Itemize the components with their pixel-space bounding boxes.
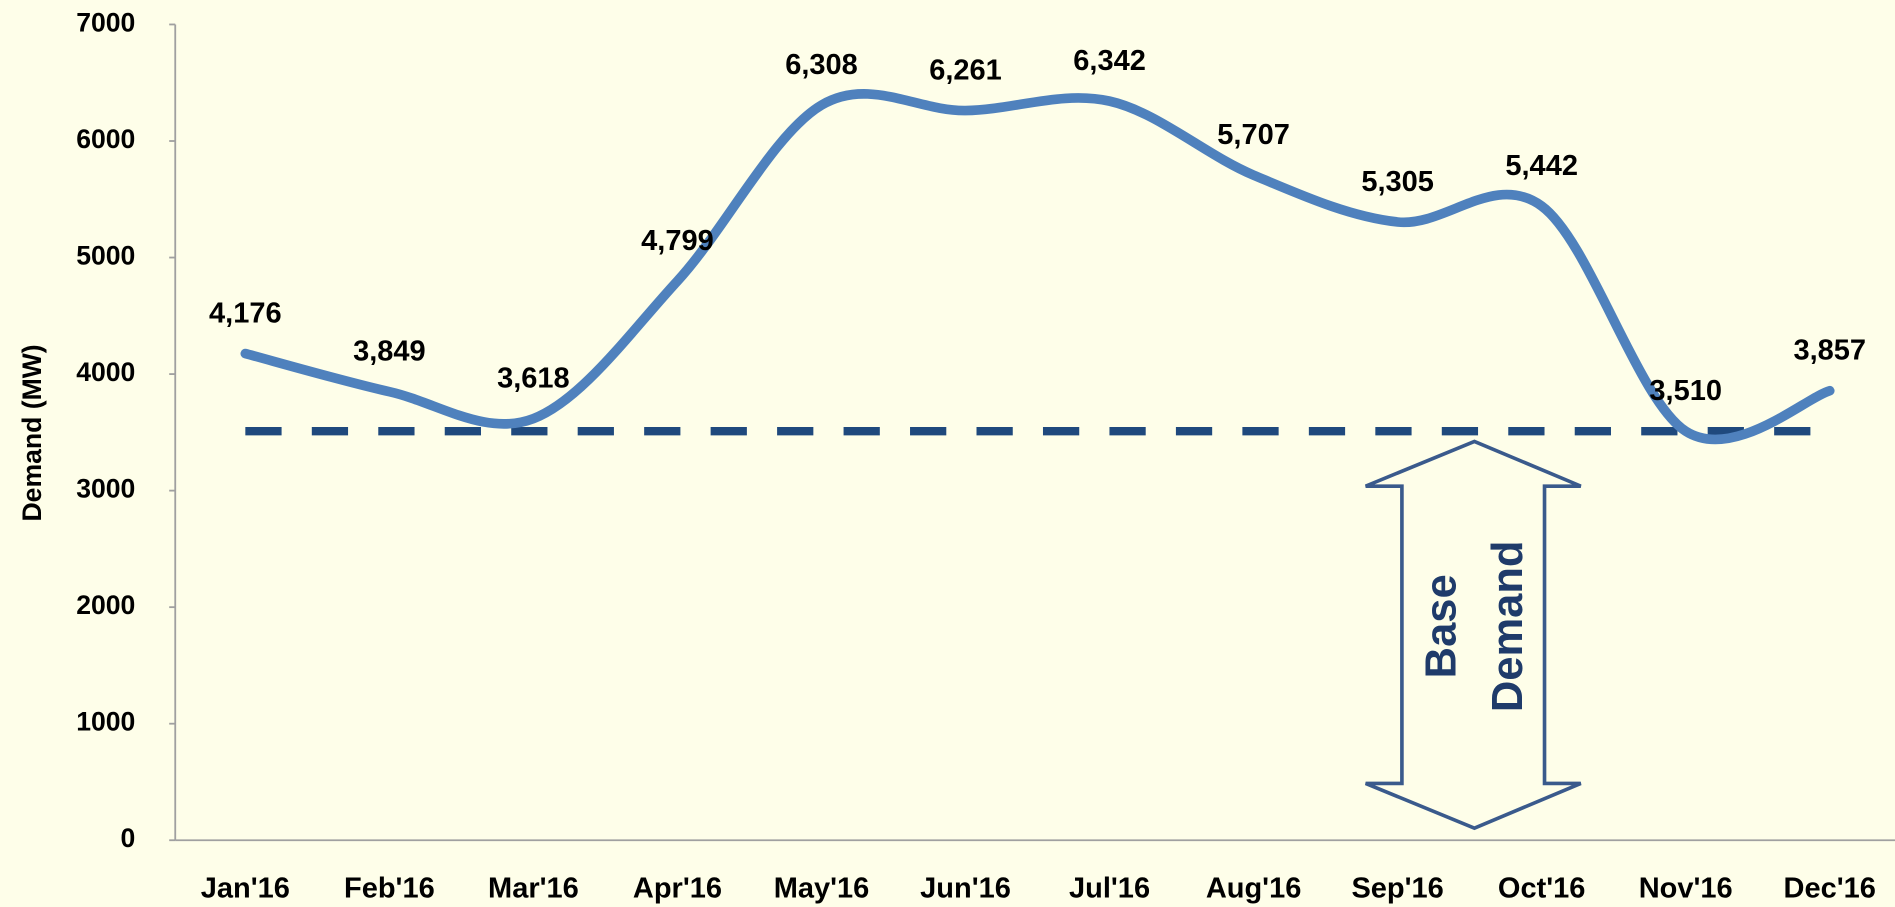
annotation-text: Base [1418,574,1466,678]
data-label: 5,707 [1217,119,1290,151]
data-line [240,89,1835,445]
data-label: 4,799 [641,225,714,257]
data-label: 3,857 [1793,335,1866,367]
data-label: 5,305 [1361,166,1434,198]
x-tick-label: Jan'16 [201,872,290,904]
data-label: 5,442 [1505,150,1578,182]
data-label: 6,308 [785,49,858,81]
x-tick-label: Jul'16 [1069,872,1150,904]
y-tick-label: 6000 [76,124,135,154]
data-label: 6,261 [929,55,1002,87]
y-tick-label: 2000 [76,590,135,620]
y-tick-label: 0 [121,823,136,853]
data-label: 6,342 [1073,45,1146,77]
data-label: 3,849 [353,336,426,368]
data-label: 4,176 [209,298,282,330]
y-axis-title: Demand (MW) [17,344,47,521]
x-tick-label: Apr'16 [633,872,722,904]
y-tick-label: 1000 [76,707,135,737]
x-tick-label: Feb'16 [344,872,435,904]
data-label: 3,618 [497,363,570,395]
x-tick-label: Sep'16 [1351,872,1443,904]
base-demand-arrow [1364,439,1582,831]
x-tick-label: Oct'16 [1498,872,1586,904]
y-tick-label: 5000 [76,241,135,271]
x-tick-label: Jun'16 [920,872,1011,904]
x-tick-label: Dec'16 [1784,872,1876,904]
y-tick-label: 3000 [76,474,135,504]
data-label: 3,510 [1649,375,1722,407]
annotation-text: Demand [1484,541,1532,713]
y-tick-label: 7000 [76,7,135,37]
x-tick-label: May'16 [774,872,870,904]
x-tick-label: Nov'16 [1639,872,1733,904]
y-tick-label: 4000 [76,357,135,387]
x-tick-label: Aug'16 [1206,872,1302,904]
x-tick-label: Mar'16 [488,872,579,904]
